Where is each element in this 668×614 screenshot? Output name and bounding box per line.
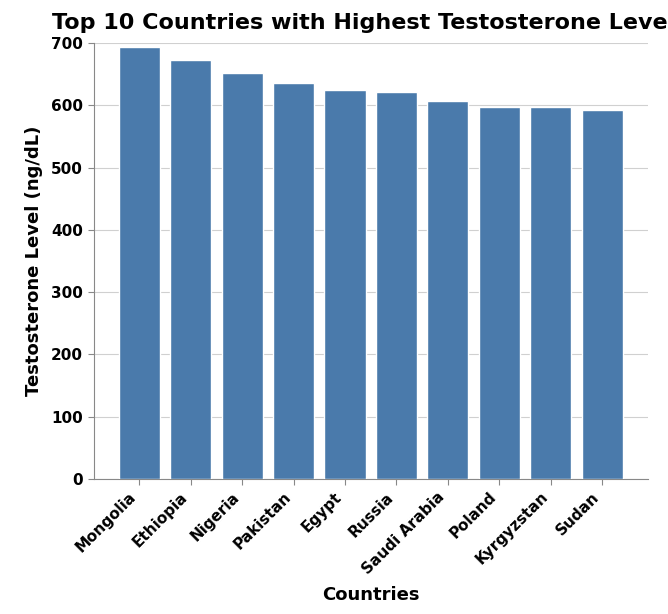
Bar [428,101,468,479]
Bar [273,83,314,479]
Bar [325,90,365,479]
Title: Top 10 Countries with Highest Testosterone Levels: Top 10 Countries with Highest Testostero… [53,13,668,33]
Bar [530,107,571,479]
Bar [376,92,417,479]
Bar [222,74,263,479]
Y-axis label: Testosterone Level (ng/dL): Testosterone Level (ng/dL) [25,126,43,396]
X-axis label: Countries: Countries [322,586,420,604]
Bar [119,47,160,479]
Bar [582,111,623,479]
Bar [479,106,520,479]
Bar [170,60,211,479]
